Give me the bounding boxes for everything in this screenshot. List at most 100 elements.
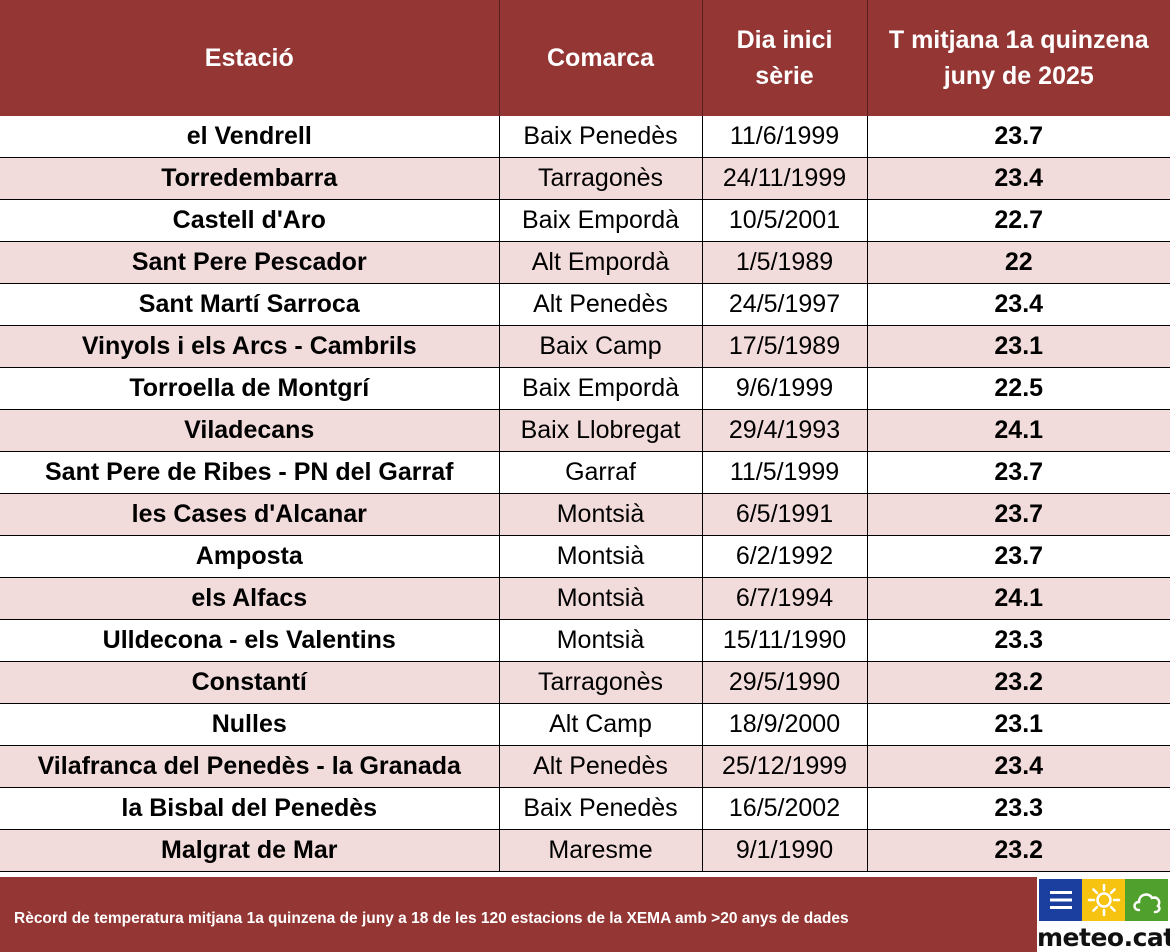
region-cell: Baix Camp (499, 325, 703, 368)
region-cell: Baix Empordà (499, 199, 703, 242)
start-date-cell: 25/12/1999 (702, 745, 868, 788)
region-cell: Tarragonès (499, 157, 703, 200)
region-cell: Baix Penedès (499, 116, 703, 158)
region-cell: Baix Llobregat (499, 409, 703, 452)
header-temperature: T mitjana 1a quinzena juny de 2025 (867, 0, 1170, 116)
temperature-cell: 23.4 (867, 745, 1170, 788)
station-cell: Amposta (0, 535, 500, 578)
temperature-cell: 23.2 (867, 829, 1170, 872)
station-cell: Vinyols i els Arcs - Cambrils (0, 325, 500, 368)
table-row: Ulldecona - els Valentins Montsià 15/11/… (0, 619, 1170, 662)
station-cell: Sant Pere de Ribes - PN del Garraf (0, 451, 500, 494)
station-cell: les Cases d'Alcanar (0, 493, 500, 536)
region-cell: Alt Penedès (499, 745, 703, 788)
footer-caption: Rècord de temperatura mitjana 1a quinzen… (14, 910, 849, 927)
start-date-cell: 15/11/1990 (702, 619, 868, 662)
records-table: Estació Comarca Dia inici sèrie T mitjan… (0, 0, 1170, 872)
header-start-date: Dia inici sèrie (702, 0, 868, 116)
start-date-cell: 29/5/1990 (702, 661, 868, 704)
temperature-cell: 23.7 (867, 116, 1170, 158)
temperature-cell: 23.3 (867, 619, 1170, 662)
start-date-cell: 11/6/1999 (702, 116, 868, 158)
header-temp-line2: juny de 2025 (943, 62, 1094, 90)
table-row: Torroella de Montgrí Baix Empordà 9/6/19… (0, 367, 1170, 410)
footer-bar: Rècord de temperatura mitjana 1a quinzen… (0, 877, 1170, 952)
region-cell: Montsià (499, 619, 703, 662)
header-station: Estació (0, 0, 500, 116)
start-date-cell: 11/5/1999 (702, 451, 868, 494)
start-date-cell: 17/5/1989 (702, 325, 868, 368)
temperature-cell: 23.3 (867, 787, 1170, 830)
station-cell: Sant Pere Pescador (0, 241, 500, 284)
table-row: Amposta Montsià 6/2/1992 23.7 (0, 535, 1170, 578)
table-row: Nulles Alt Camp 18/9/2000 23.1 (0, 703, 1170, 746)
region-cell: Alt Camp (499, 703, 703, 746)
station-cell: Nulles (0, 703, 500, 746)
station-cell: el Vendrell (0, 116, 500, 158)
header-region: Comarca (499, 0, 703, 116)
header-start-line2: sèrie (755, 62, 814, 90)
station-cell: Constantí (0, 661, 500, 704)
start-date-cell: 6/7/1994 (702, 577, 868, 620)
station-cell: Torredembarra (0, 157, 500, 200)
logo-wordmark: meteo.cat (1037, 923, 1170, 952)
temperature-cell: 23.4 (867, 157, 1170, 200)
start-date-cell: 9/1/1990 (702, 829, 868, 872)
start-date-cell: 6/2/1992 (702, 535, 868, 578)
temperature-cell: 22 (867, 241, 1170, 284)
table-row: Sant Pere Pescador Alt Empordà 1/5/1989 … (0, 241, 1170, 284)
station-cell: Malgrat de Mar (0, 829, 500, 872)
temperature-cell: 23.1 (867, 325, 1170, 368)
table-row: Sant Martí Sarroca Alt Penedès 24/5/1997… (0, 283, 1170, 326)
region-cell: Baix Empordà (499, 367, 703, 410)
start-date-cell: 24/11/1999 (702, 157, 868, 200)
region-cell: Maresme (499, 829, 703, 872)
header-temp-line1: T mitjana 1a quinzena (888, 26, 1149, 54)
temperature-cell: 22.7 (867, 199, 1170, 242)
region-cell: Alt Penedès (499, 283, 703, 326)
region-cell: Baix Penedès (499, 787, 703, 830)
start-date-cell: 9/6/1999 (702, 367, 868, 410)
sun-icon (1082, 879, 1125, 921)
table-row: Constantí Tarragonès 29/5/1990 23.2 (0, 661, 1170, 704)
station-cell: els Alfacs (0, 577, 500, 620)
temperature-cell: 24.1 (867, 409, 1170, 452)
temperature-cell: 23.1 (867, 703, 1170, 746)
start-date-cell: 10/5/2001 (702, 199, 868, 242)
start-date-cell: 16/5/2002 (702, 787, 868, 830)
start-date-cell: 18/9/2000 (702, 703, 868, 746)
station-cell: Ulldecona - els Valentins (0, 619, 500, 662)
start-date-cell: 24/5/1997 (702, 283, 868, 326)
table-row: Sant Pere de Ribes - PN del Garraf Garra… (0, 451, 1170, 494)
table-row: Torredembarra Tarragonès 24/11/1999 23.4 (0, 157, 1170, 200)
table-row: la Bisbal del Penedès Baix Penedès 16/5/… (0, 787, 1170, 830)
logo-icon-blocks (1039, 879, 1170, 921)
temperature-cell: 23.7 (867, 535, 1170, 578)
station-cell: Vilafranca del Penedès - la Granada (0, 745, 500, 788)
temperature-cell: 23.2 (867, 661, 1170, 704)
meteocat-logo: meteo.cat (1037, 877, 1170, 952)
table-row: el Vendrell Baix Penedès 11/6/1999 23.7 (0, 116, 1170, 158)
station-cell: Sant Martí Sarroca (0, 283, 500, 326)
header-start-line1: Dia inici (736, 26, 833, 54)
menu-icon (1039, 879, 1082, 921)
table-header-row: Estació Comarca Dia inici sèrie T mitjan… (0, 0, 1170, 116)
table-row: les Cases d'Alcanar Montsià 6/5/1991 23.… (0, 493, 1170, 536)
start-date-cell: 1/5/1989 (702, 241, 868, 284)
region-cell: Alt Empordà (499, 241, 703, 284)
temperature-cell: 23.7 (867, 493, 1170, 536)
temperature-cell: 23.4 (867, 283, 1170, 326)
table-row: els Alfacs Montsià 6/7/1994 24.1 (0, 577, 1170, 620)
region-cell: Tarragonès (499, 661, 703, 704)
region-cell: Montsià (499, 535, 703, 578)
start-date-cell: 29/4/1993 (702, 409, 868, 452)
region-cell: Garraf (499, 451, 703, 494)
region-cell: Montsià (499, 577, 703, 620)
temperature-cell: 22.5 (867, 367, 1170, 410)
station-cell: la Bisbal del Penedès (0, 787, 500, 830)
table-row: Vilafranca del Penedès - la Granada Alt … (0, 745, 1170, 788)
cloud-icon (1125, 879, 1168, 921)
region-cell: Montsià (499, 493, 703, 536)
start-date-cell: 6/5/1991 (702, 493, 868, 536)
table-row: Vinyols i els Arcs - Cambrils Baix Camp … (0, 325, 1170, 368)
